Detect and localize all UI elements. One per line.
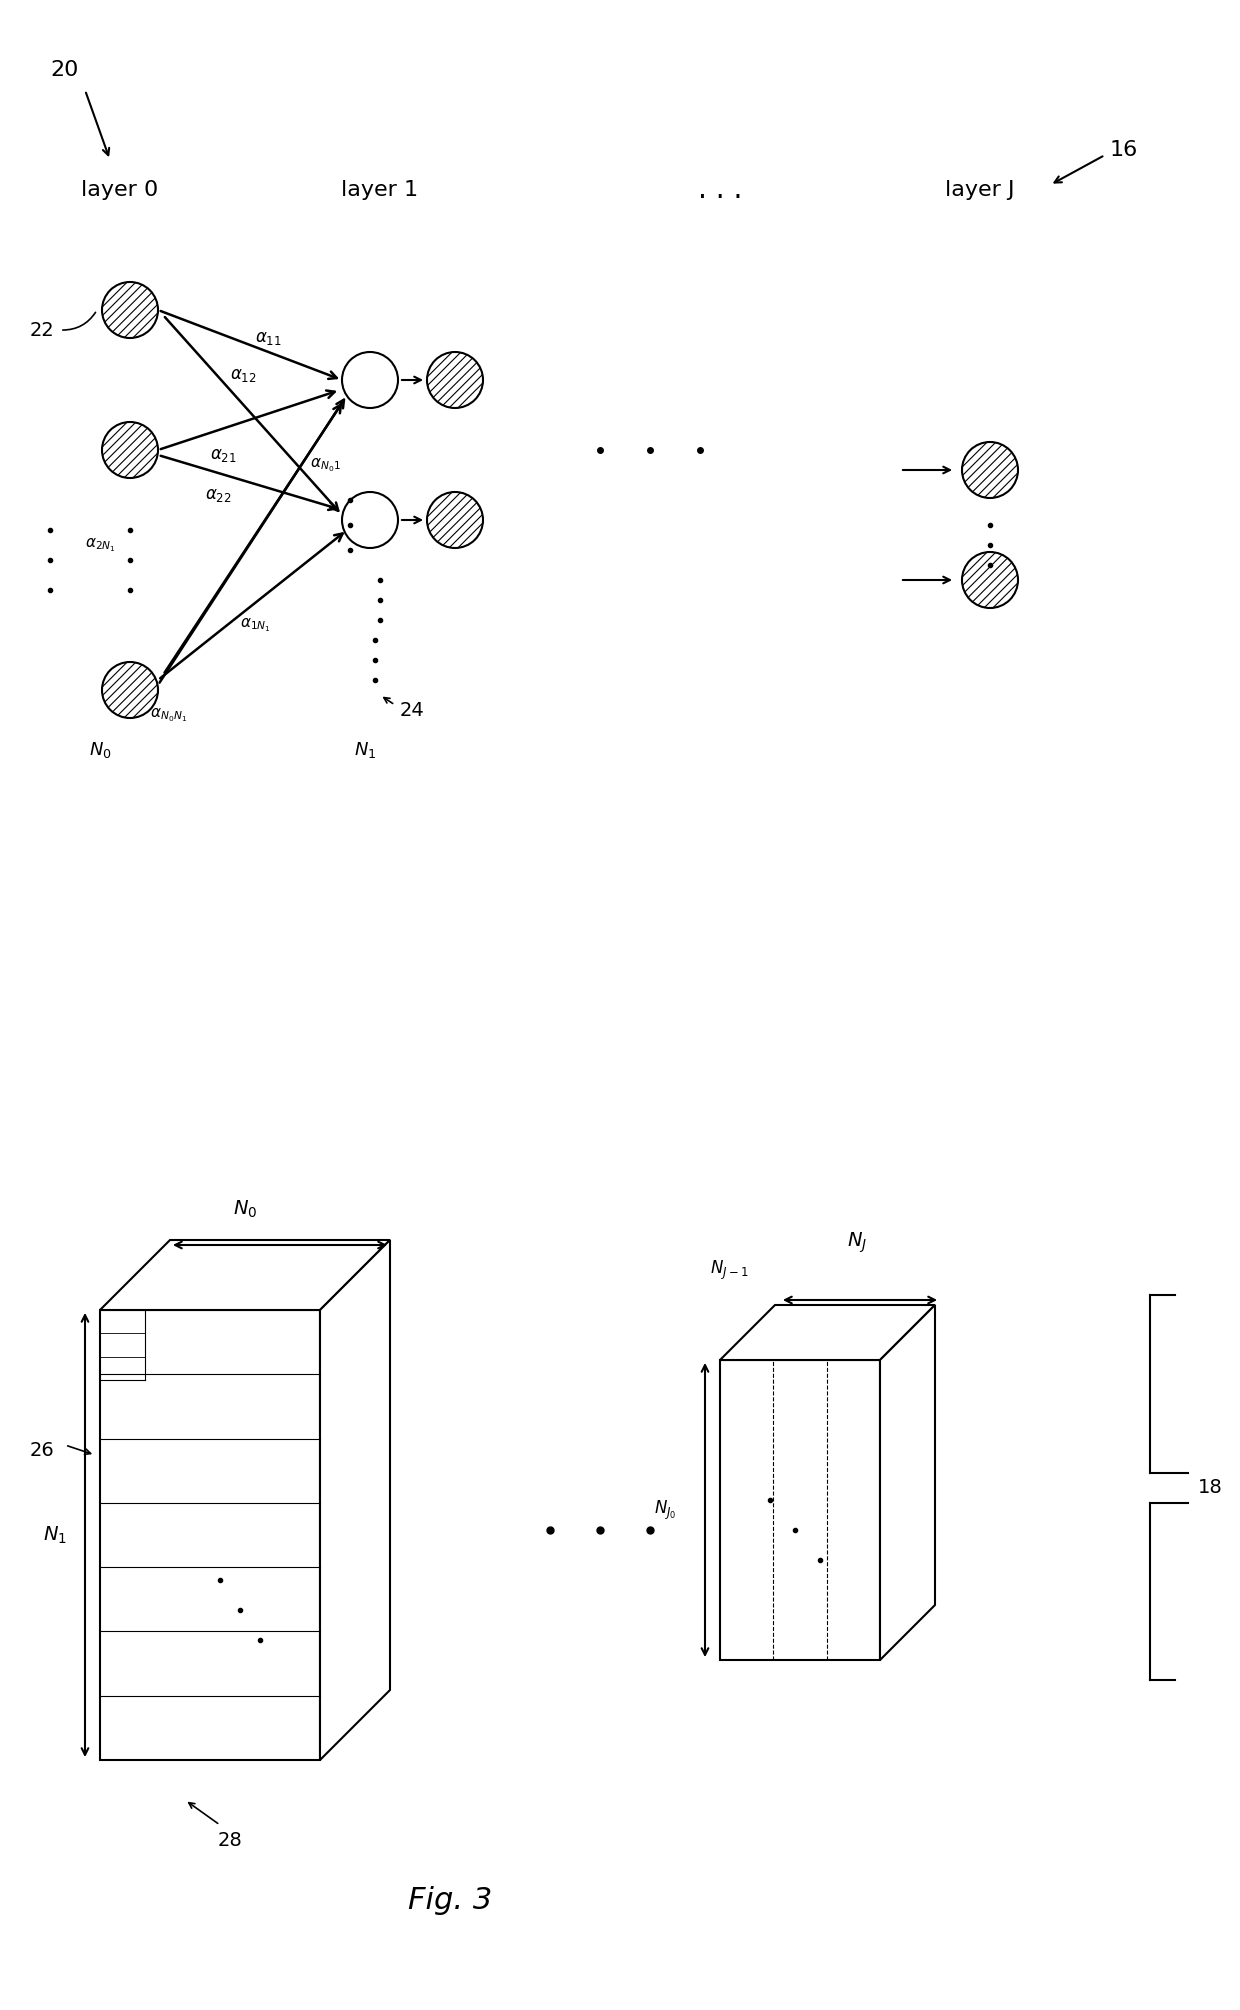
Text: $\alpha_{22}$: $\alpha_{22}$	[205, 486, 232, 505]
Polygon shape	[100, 1240, 391, 1311]
Text: layer J: layer J	[945, 181, 1014, 201]
Text: 26: 26	[30, 1441, 55, 1459]
Text: Fig. 3: Fig. 3	[408, 1885, 492, 1914]
Text: $\alpha_{N_01}$: $\alpha_{N_01}$	[310, 456, 341, 474]
Text: layer 0: layer 0	[82, 181, 159, 201]
Text: 20: 20	[50, 60, 78, 80]
Polygon shape	[720, 1304, 935, 1361]
Circle shape	[342, 492, 398, 549]
Text: 22: 22	[30, 320, 55, 340]
Text: 18: 18	[1198, 1477, 1223, 1497]
Text: 28: 28	[218, 1831, 242, 1849]
Text: $\alpha_{2N_1}$: $\alpha_{2N_1}$	[86, 537, 115, 555]
Text: . . .: . . .	[698, 177, 743, 203]
Text: 16: 16	[1110, 141, 1138, 161]
Text: $\alpha_{N_0N_1}$: $\alpha_{N_0N_1}$	[150, 706, 187, 724]
Circle shape	[342, 352, 398, 408]
Text: $\alpha_{11}$: $\alpha_{11}$	[255, 330, 281, 348]
Text: $\alpha_{21}$: $\alpha_{21}$	[210, 446, 237, 464]
Text: $N_J$: $N_J$	[847, 1230, 868, 1254]
Text: 24: 24	[401, 701, 425, 720]
Polygon shape	[720, 1361, 880, 1660]
Text: $N_1$: $N_1$	[353, 740, 376, 760]
Text: $N_0$: $N_0$	[233, 1198, 257, 1220]
Text: $N_{J-1}$: $N_{J-1}$	[711, 1258, 749, 1282]
Text: $\alpha_{12}$: $\alpha_{12}$	[229, 366, 257, 384]
Text: layer 1: layer 1	[341, 181, 419, 201]
Polygon shape	[100, 1311, 320, 1761]
Text: $\alpha_{1N_1}$: $\alpha_{1N_1}$	[241, 617, 270, 633]
Text: $N_0$: $N_0$	[89, 740, 112, 760]
Polygon shape	[320, 1240, 391, 1761]
Text: $N_1$: $N_1$	[43, 1524, 67, 1546]
Text: $N_{J_0}$: $N_{J_0}$	[653, 1497, 676, 1522]
Polygon shape	[880, 1304, 935, 1660]
